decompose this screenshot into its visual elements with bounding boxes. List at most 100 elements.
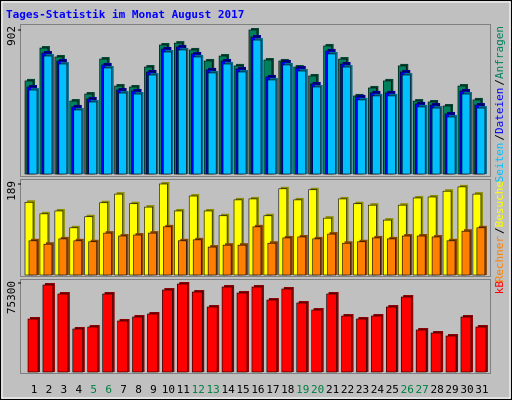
bar	[311, 309, 322, 373]
bar	[42, 284, 54, 373]
x-tick-label: 28	[430, 383, 443, 396]
bar	[102, 293, 113, 373]
bar	[252, 39, 262, 175]
bar	[476, 227, 486, 276]
bar	[357, 99, 366, 175]
bar	[58, 238, 68, 276]
bar	[251, 286, 263, 373]
bar	[461, 230, 471, 276]
x-tick-label: 8	[135, 383, 142, 396]
bar	[73, 109, 83, 175]
bar	[312, 238, 321, 276]
bar	[27, 318, 39, 373]
x-tick-label: 15	[236, 383, 249, 396]
bar	[415, 329, 427, 373]
bar	[356, 318, 367, 373]
bar	[43, 243, 53, 276]
bar	[371, 315, 382, 373]
bar	[357, 241, 366, 276]
bar	[103, 232, 112, 276]
bar	[191, 291, 203, 373]
x-tick-label: 3	[61, 383, 68, 396]
bar	[476, 107, 486, 175]
bar	[162, 289, 173, 373]
bar	[342, 242, 351, 276]
bar	[132, 316, 143, 373]
x-tick-label: 25	[386, 383, 399, 396]
bar	[387, 238, 396, 276]
x-tick-label: 19	[296, 383, 309, 396]
bar	[387, 95, 396, 175]
bar	[221, 286, 233, 373]
bar	[372, 95, 381, 175]
bar	[282, 64, 292, 175]
x-tick-label: 4	[75, 383, 82, 396]
bar	[401, 74, 411, 175]
bar	[296, 302, 308, 373]
bar	[117, 320, 128, 373]
x-tick-label: 29	[445, 383, 458, 396]
bar	[326, 293, 337, 373]
x-tick-label: 14	[221, 383, 235, 396]
legend-entry: Besuche	[493, 181, 506, 227]
legend-entry: Dateien	[493, 88, 506, 134]
bar	[372, 237, 381, 276]
bar	[475, 326, 487, 373]
bar	[88, 101, 98, 175]
legend: Seiten/Dateien/Anfragen	[493, 26, 506, 182]
bar	[178, 240, 187, 276]
legend-separator: /	[493, 227, 506, 234]
bar	[236, 292, 248, 373]
bar	[342, 66, 351, 175]
bar	[400, 296, 412, 373]
legend: Rechner /Besuche	[493, 181, 506, 282]
bar	[446, 116, 456, 175]
bar	[460, 316, 472, 373]
y-tick-label: 75300	[5, 281, 18, 314]
bar	[148, 74, 157, 175]
bar	[177, 283, 188, 373]
bar	[461, 93, 471, 175]
bar	[118, 92, 127, 175]
bar	[416, 106, 426, 175]
bar	[163, 226, 172, 276]
x-tick-label: 21	[326, 383, 339, 396]
bar	[431, 236, 441, 276]
bar	[252, 226, 262, 276]
bar	[446, 240, 456, 276]
x-tick-label: 31	[475, 383, 488, 396]
bar	[445, 335, 457, 373]
x-tick-label: 6	[105, 383, 112, 396]
x-tick-label: 17	[266, 383, 279, 396]
bar	[327, 233, 336, 276]
bar	[178, 49, 187, 175]
x-tick-label: 5	[90, 383, 97, 396]
bar	[237, 71, 247, 175]
x-tick-label: 13	[207, 383, 220, 396]
x-tick-label: 30	[460, 383, 473, 396]
bar	[401, 235, 411, 276]
y-tick-label: 189	[5, 181, 18, 201]
bar	[118, 235, 127, 276]
legend-separator: /	[493, 79, 506, 86]
x-tick-label: 16	[251, 383, 264, 396]
bar	[103, 67, 112, 175]
bar	[297, 236, 307, 276]
legend: kB	[493, 281, 506, 295]
bar	[133, 234, 142, 276]
x-tick-label: 20	[311, 383, 324, 396]
x-tick-label: 24	[371, 383, 385, 396]
x-tick-label: 11	[177, 383, 190, 396]
bar	[222, 63, 232, 175]
bar	[282, 237, 292, 276]
x-tick-label: 9	[150, 383, 157, 396]
bar	[431, 107, 441, 175]
legend-separator: /	[493, 134, 506, 141]
bar	[267, 242, 277, 276]
x-tick-label: 23	[356, 383, 369, 396]
bar	[207, 72, 217, 175]
bar	[148, 232, 157, 276]
bar	[72, 328, 84, 373]
